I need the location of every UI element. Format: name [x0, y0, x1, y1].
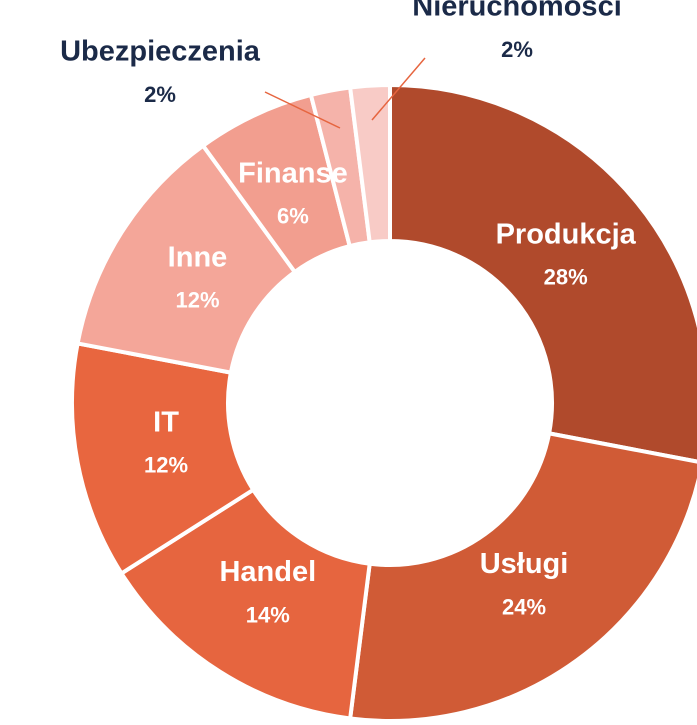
slice-value: 28% [544, 264, 588, 289]
slice-label: Produkcja [496, 218, 637, 250]
slice [388, 82, 697, 464]
leader-line [264, 91, 341, 129]
slice-label: Inne [168, 241, 228, 273]
slice-value: 6% [277, 204, 309, 229]
slice-value: 12% [175, 288, 219, 313]
slice-value: 14% [246, 602, 290, 627]
slice-label: Ubezpieczenia [60, 36, 261, 68]
slice-value: 2% [144, 82, 176, 107]
leader-line [371, 57, 426, 121]
slice-value: 12% [144, 453, 188, 478]
slice-label: IT [153, 406, 179, 438]
slice-value: 24% [502, 594, 546, 619]
slice-value: 2% [501, 37, 533, 62]
slice [70, 341, 256, 577]
slice [118, 487, 372, 721]
slice-label: Nieruchomości [412, 0, 622, 23]
slice [347, 82, 392, 245]
slice [347, 431, 697, 723]
slice-label: Finanse [238, 157, 348, 189]
slice-label: Handel [219, 556, 316, 588]
slice-label: Usługi [480, 548, 569, 580]
slice [75, 142, 298, 375]
